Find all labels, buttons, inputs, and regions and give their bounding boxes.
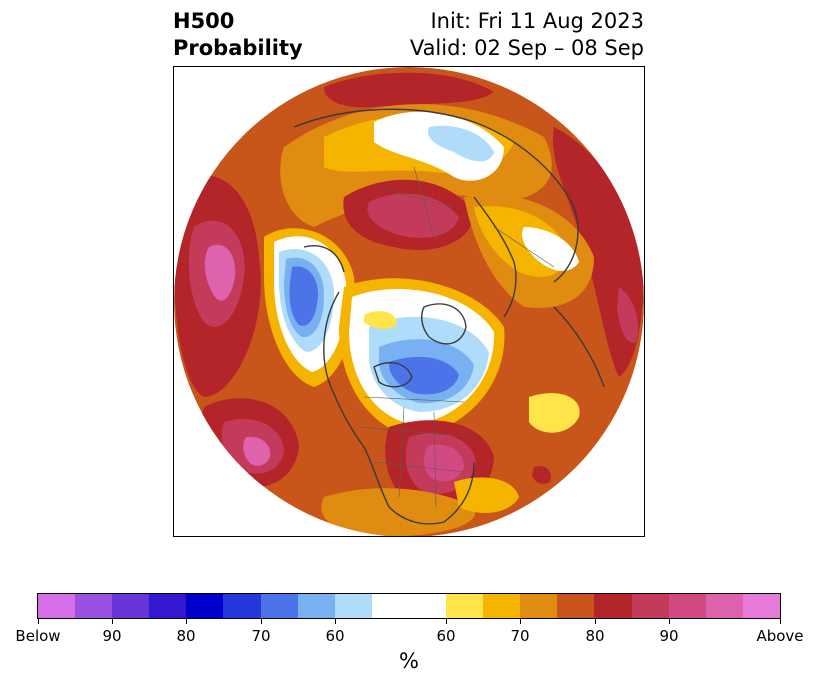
colorbar-tick-label: 80 — [585, 627, 605, 645]
colorbar-segment — [38, 594, 76, 618]
colorbar-tick-label: 80 — [176, 627, 196, 645]
colorbar-label: % — [399, 649, 419, 673]
title-init-date: Init: Fri 11 Aug 2023 — [430, 9, 644, 33]
colorbar-tick — [520, 619, 521, 624]
colorbar-tick — [335, 619, 336, 624]
field-crimson-center — [367, 193, 459, 238]
colorbar-tick — [261, 619, 262, 624]
field-pink-sw — [243, 436, 271, 466]
colorbar-segment — [75, 594, 113, 618]
coast-europe — [473, 196, 517, 318]
colorbar-tick — [186, 619, 187, 624]
colorbar-segment — [186, 594, 224, 618]
field-red-small-east — [532, 466, 552, 485]
coast-hudson-bay — [373, 361, 413, 388]
field-lightyellow-right — [529, 393, 580, 433]
colorbar-segment — [112, 594, 150, 618]
field-midblue-central — [388, 356, 459, 395]
field-pink-left — [204, 244, 236, 301]
coast-north-america — [323, 291, 475, 525]
colorbar-tick-label: 70 — [510, 627, 530, 645]
colorbar — [37, 593, 781, 619]
polar-map — [173, 66, 645, 537]
colorbar-tick-label: Above — [756, 627, 804, 645]
colorbar-tick — [112, 619, 113, 624]
field-crimson-right — [617, 287, 639, 343]
colorbar-segment — [446, 594, 484, 618]
field-midblue-west — [289, 266, 319, 326]
colorbar-segment — [742, 594, 780, 618]
colorbar-segment — [705, 594, 743, 618]
probability-field — [174, 67, 644, 536]
colorbar-tick-label: Below — [15, 627, 61, 645]
coast-alaska — [303, 245, 345, 273]
colorbar-segment — [668, 594, 706, 618]
colorbar-segment — [149, 594, 187, 618]
field-red-top — [324, 72, 494, 108]
colorbar-segment — [223, 594, 261, 618]
coast-eurasia — [293, 108, 579, 283]
colorbar-tick — [446, 619, 447, 624]
colorbar-segment — [297, 594, 335, 618]
colorbar-segment — [520, 594, 558, 618]
coast-africa-north — [553, 306, 605, 388]
political-borders — [358, 166, 555, 508]
title-product: Probability — [173, 36, 303, 60]
colorbar-segment — [260, 594, 298, 618]
field-white-right — [522, 227, 579, 272]
colorbar-segment — [631, 594, 669, 618]
plot-title-left: H500 Probability — [173, 8, 303, 62]
title-valid-range: Valid: 02 Sep – 08 Sep — [409, 36, 644, 60]
colorbar-segment — [334, 594, 372, 618]
field-lightblue-top — [428, 125, 494, 162]
colorbar-segment — [594, 594, 632, 618]
field-white-top — [374, 111, 504, 181]
colorbar-tick — [669, 619, 670, 624]
colorbar-tick-label: 70 — [251, 627, 271, 645]
colorbar-tick-label: 90 — [102, 627, 122, 645]
colorbar-tick-label: 60 — [436, 627, 456, 645]
coastlines — [293, 108, 605, 525]
colorbar-tick — [780, 619, 781, 624]
colorbar-tick — [38, 619, 39, 624]
field-lightyellow-central — [364, 311, 397, 329]
colorbar-segment — [483, 594, 521, 618]
colorbar-tick-label: 90 — [659, 627, 679, 645]
colorbar-tick-label: 60 — [325, 627, 345, 645]
colorbar-segment — [557, 594, 595, 618]
title-variable: H500 — [173, 9, 235, 33]
field-pink-eastus — [423, 444, 464, 482]
coast-greenland — [421, 303, 467, 345]
colorbar-tick — [595, 619, 596, 624]
colorbar-segment — [371, 594, 447, 618]
plot-title-right: Init: Fri 11 Aug 2023 Valid: 02 Sep – 08… — [410, 8, 644, 62]
field-orange-south — [321, 488, 476, 536]
